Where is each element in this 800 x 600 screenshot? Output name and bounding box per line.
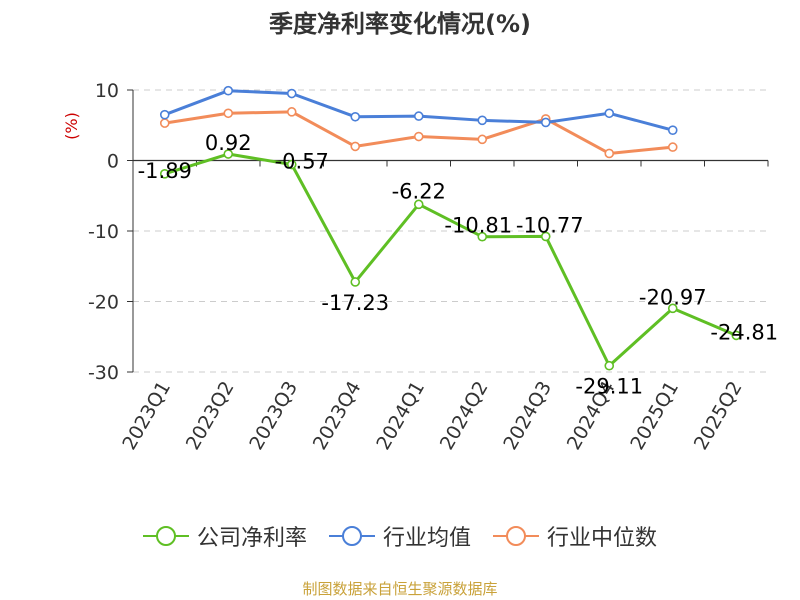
x-tick-label: 2024Q1 — [372, 378, 429, 454]
x-tick-label: 2023Q3 — [245, 378, 302, 454]
data-label: -1.89 — [138, 159, 192, 183]
data-point — [667, 125, 678, 135]
grid-lines — [133, 89, 768, 373]
data-point — [540, 231, 551, 242]
data-point — [604, 360, 615, 371]
chart-title: 季度净利率变化情况(%) — [269, 10, 531, 38]
y-tick-label: -20 — [88, 292, 119, 314]
y-tick-label: 0 — [107, 151, 119, 173]
y-axis-label: (%) — [62, 112, 81, 140]
y-tick-label: -10 — [88, 221, 119, 243]
data-point — [540, 117, 551, 128]
data-point — [286, 88, 297, 99]
y-tick-label: -30 — [88, 362, 119, 384]
y-tick-label: 10 — [95, 80, 119, 102]
data-label: -10.81 — [444, 214, 512, 238]
series-line — [164, 89, 674, 132]
data-point — [286, 159, 297, 170]
x-tick-label: 2023Q2 — [182, 378, 239, 454]
data-point — [477, 231, 488, 242]
data-point — [477, 134, 488, 145]
legend-marker-blue — [328, 526, 375, 546]
legend-item-1[interactable]: 行业均值 — [328, 520, 471, 552]
data-label: -6.22 — [392, 179, 446, 203]
data-point — [159, 169, 170, 179]
data-point — [604, 108, 615, 119]
data-point — [667, 142, 678, 152]
data-label: -0.57 — [275, 150, 329, 174]
data-point — [413, 111, 424, 121]
x-tick-label: 2025Q2 — [690, 378, 747, 454]
x-tick-label: 2023Q1 — [118, 378, 175, 454]
data-point — [413, 131, 424, 142]
legend-item-0[interactable]: 公司净利率 — [142, 520, 307, 552]
data-point — [223, 108, 234, 119]
data-point — [477, 115, 488, 126]
data-label: -24.81 — [710, 320, 778, 344]
data-label: -29.11 — [575, 375, 643, 399]
data-point — [286, 107, 297, 117]
data-label: -10.77 — [516, 213, 584, 237]
legend: 公司净利率 行业均值 行业中位数 — [0, 520, 800, 552]
data-source-note: 制图数据来自恒生聚源数据库 — [302, 580, 498, 598]
legend-marker-green — [142, 526, 189, 546]
x-tick-label: 2024Q2 — [436, 378, 493, 454]
data-point — [159, 109, 170, 120]
series-layer — [159, 85, 742, 371]
data-point — [350, 111, 361, 122]
series-line — [164, 152, 737, 368]
legend-label: 行业中位数 — [547, 526, 658, 551]
x-tick-label: 2023Q4 — [309, 378, 366, 454]
data-point — [350, 141, 361, 152]
data-point — [731, 330, 742, 341]
legend-label: 公司净利率 — [196, 526, 307, 551]
data-point — [667, 303, 678, 314]
data-point — [350, 277, 361, 287]
x-tick-label: 2024Q3 — [499, 378, 556, 454]
data-label: -17.23 — [321, 291, 389, 315]
data-point — [159, 118, 170, 128]
data-point — [604, 148, 615, 159]
legend-label: 行业均值 — [382, 526, 471, 551]
data-point — [413, 199, 424, 210]
data-labels: -1.89 0.92 -0.57 -17.23 -6.22 -10.81 -10.77 -29… — [138, 131, 779, 399]
legend-marker-orange — [493, 526, 539, 546]
legend-item-2[interactable]: 行业中位数 — [493, 520, 657, 552]
data-label: -20.97 — [639, 285, 707, 309]
data-point — [223, 85, 234, 96]
data-label: 0.92 — [205, 131, 252, 155]
data-point — [223, 149, 234, 159]
